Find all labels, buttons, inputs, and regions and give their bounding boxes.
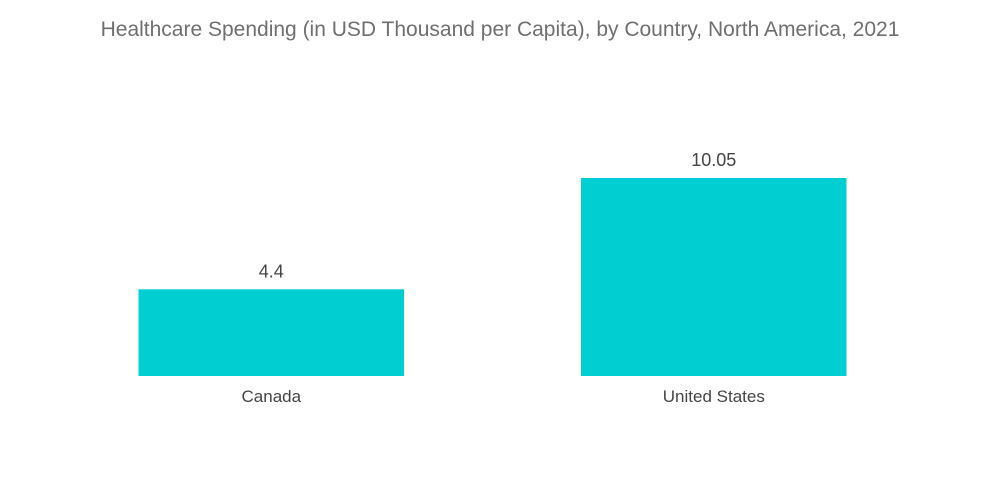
chart-title: Healthcare Spending (in USD Thousand per… — [100, 18, 900, 41]
bar-canada — [138, 289, 404, 376]
x-tick-label-canada: Canada — [242, 387, 302, 406]
value-label-canada: 4.4 — [259, 261, 284, 281]
bar-united-states — [581, 178, 847, 376]
x-tick-label-united-states: United States — [663, 387, 765, 406]
value-label-united-states: 10.05 — [691, 150, 736, 170]
